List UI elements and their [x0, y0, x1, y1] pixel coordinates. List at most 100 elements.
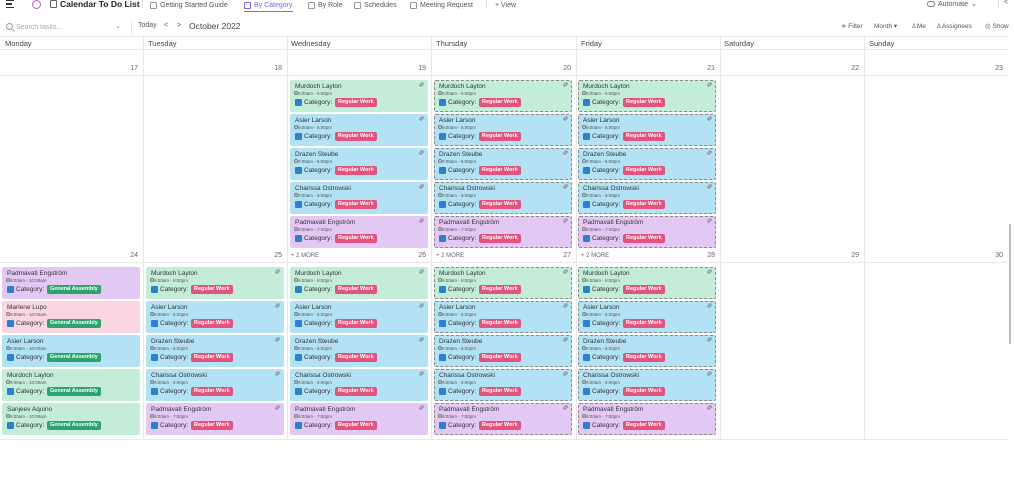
category-badge[interactable]: Regular Work — [479, 166, 521, 175]
event-card[interactable]: Charissa Ostrowski 9:00am - 5:00pm Categor… — [290, 182, 428, 214]
category-badge[interactable]: Regular Work — [335, 319, 377, 328]
category-badge[interactable]: Regular Work — [479, 421, 521, 430]
event-card[interactable]: Sanjeev Aquino 9:00am - 10:00am Category: G… — [2, 403, 140, 435]
category-badge[interactable]: Regular Work — [191, 285, 233, 294]
link-icon[interactable] — [274, 336, 281, 343]
event-card[interactable]: Drazen Steube 9:00am - 5:00pm Category: Reg… — [578, 148, 716, 180]
event-card[interactable]: Murdoch Layton 9:00am - 5:00pm Category: Re… — [578, 267, 716, 299]
tab-getting-started-guide[interactable]: Getting Started Guide — [150, 0, 228, 10]
category-badge[interactable]: Regular Work — [335, 353, 377, 362]
category-badge[interactable]: Regular Work — [191, 319, 233, 328]
show-button[interactable]: ◎ Show — [985, 23, 1009, 30]
space-icon[interactable] — [32, 0, 41, 9]
date-cell-number[interactable]: 24 — [130, 252, 138, 259]
event-card[interactable]: Asier Larson 9:00am - 5:00pm Category: Regu… — [290, 114, 428, 146]
event-card[interactable]: Padmavati Engström 9:00am - 7:00pm Categor… — [434, 216, 572, 248]
category-badge[interactable]: Regular Work — [623, 200, 665, 209]
list-title[interactable]: Calendar To Do List — [60, 0, 140, 9]
category-badge[interactable]: Regular Work — [191, 421, 233, 430]
event-card[interactable]: Drazen Steube 9:00am - 5:00pm Category: Reg… — [578, 335, 716, 367]
category-badge[interactable]: Regular Work — [479, 234, 521, 243]
link-icon[interactable] — [274, 302, 281, 309]
category-badge[interactable]: Regular Work — [623, 132, 665, 141]
assignees-button[interactable]: ♙Assignees — [936, 23, 972, 30]
link-icon[interactable] — [562, 149, 569, 156]
category-badge[interactable]: Regular Work — [479, 98, 521, 107]
date-cell-number[interactable]: 22 — [851, 65, 859, 72]
event-card[interactable]: Drazen Steube 9:00am - 5:00pm Category: Reg… — [290, 335, 428, 367]
event-card[interactable]: Padmavati Engström 9:00am - 7:00pm Categor… — [146, 403, 284, 435]
category-badge[interactable]: Regular Work — [335, 200, 377, 209]
date-cell-number[interactable]: 19 — [418, 65, 426, 72]
date-cell-number[interactable]: 28 — [707, 252, 715, 259]
tab-by-role[interactable]: By Role — [308, 0, 343, 10]
link-icon[interactable] — [274, 404, 281, 411]
category-badge[interactable]: Regular Work — [335, 285, 377, 294]
event-card[interactable]: Murdoch Layton 9:00am - 5:00pm Category: Re… — [434, 80, 572, 112]
category-badge[interactable]: Regular Work — [335, 132, 377, 141]
event-card[interactable]: Charissa Ostrowski 9:00am - 5:00pm Categor… — [434, 369, 572, 401]
category-badge[interactable]: Regular Work — [335, 234, 377, 243]
event-card[interactable]: Padmavati Engström 9:00am - 7:00pm Categor… — [578, 216, 716, 248]
event-card[interactable]: Charissa Ostrowski 9:00am - 5:00pm Categor… — [434, 182, 572, 214]
category-badge[interactable]: Regular Work — [623, 285, 665, 294]
filter-button[interactable]: ≑ Filter — [841, 23, 863, 30]
event-card[interactable]: Padmavati Engström 9:00am - 7:00pm Categor… — [290, 216, 428, 248]
date-cell-number[interactable]: 18 — [274, 65, 282, 72]
add-view-button[interactable]: + View — [495, 1, 517, 9]
event-card[interactable]: Asier Larson 9:00am - 10:00am Category: Gen… — [2, 335, 140, 367]
more-events-link[interactable]: + 2 MORE — [291, 253, 320, 259]
view-mode-dropdown[interactable]: Month ▾ — [874, 23, 898, 30]
category-badge[interactable]: Regular Work — [335, 387, 377, 396]
event-card[interactable]: Drazen Steube 9:00am - 5:00pm Category: Reg… — [290, 148, 428, 180]
category-badge[interactable]: Regular Work — [335, 98, 377, 107]
event-card[interactable]: Drazen Steube 9:00am - 5:00pm Category: Reg… — [146, 335, 284, 367]
link-icon[interactable] — [562, 183, 569, 190]
event-card[interactable]: Padmavati Engström 9:00am - 7:00pm Categor… — [578, 403, 716, 435]
link-icon[interactable] — [418, 115, 425, 122]
link-icon[interactable] — [418, 404, 425, 411]
link-icon[interactable] — [562, 115, 569, 122]
automate-button[interactable]: Automate ⌄ — [927, 0, 977, 9]
event-card[interactable]: Asier Larson 9:00am - 5:00pm Category: Regu… — [290, 301, 428, 333]
category-badge[interactable]: Regular Work — [623, 319, 665, 328]
next-month-button[interactable]: > — [177, 22, 182, 29]
event-card[interactable]: Charissa Ostrowski 9:00am - 5:00pm Categor… — [578, 369, 716, 401]
link-icon[interactable] — [706, 115, 713, 122]
link-icon[interactable] — [706, 81, 713, 88]
link-icon[interactable] — [562, 81, 569, 88]
link-icon[interactable] — [274, 268, 281, 275]
category-badge[interactable]: Regular Work — [479, 285, 521, 294]
category-badge[interactable]: General Assembly — [47, 319, 101, 328]
search-input[interactable] — [16, 22, 116, 32]
date-cell-number[interactable]: 26 — [418, 252, 426, 259]
link-icon[interactable] — [562, 302, 569, 309]
link-icon[interactable] — [418, 268, 425, 275]
event-card[interactable]: Asier Larson 9:00am - 5:00pm Category: Regu… — [434, 114, 572, 146]
event-card[interactable]: Charissa Ostrowski 9:00am - 5:00pm Categor… — [146, 369, 284, 401]
date-cell-number[interactable]: 30 — [995, 252, 1003, 259]
link-icon[interactable] — [418, 217, 425, 224]
link-icon[interactable] — [562, 336, 569, 343]
event-card[interactable]: Drazen Steube 9:00am - 5:00pm Category: Reg… — [434, 148, 572, 180]
me-filter-button[interactable]: ♙Me — [911, 23, 926, 30]
category-badge[interactable]: General Assembly — [47, 285, 101, 294]
link-icon[interactable] — [418, 336, 425, 343]
date-cell-number[interactable]: 29 — [851, 252, 859, 259]
today-button[interactable]: Today — [138, 22, 157, 29]
link-icon[interactable] — [418, 81, 425, 88]
date-cell-number[interactable]: 25 — [274, 252, 282, 259]
category-badge[interactable]: Regular Work — [335, 166, 377, 175]
event-card[interactable]: Asier Larson 9:00am - 5:00pm Category: Regu… — [434, 301, 572, 333]
event-card[interactable]: Padmavati Engström 9:00am - 7:00pm Categor… — [290, 403, 428, 435]
date-cell-number[interactable]: 20 — [563, 65, 571, 72]
category-badge[interactable]: Regular Work — [191, 387, 233, 396]
event-card[interactable]: Padmavati Engström 9:00am - 7:00pm Categor… — [434, 403, 572, 435]
event-card[interactable]: Asier Larson 9:00am - 5:00pm Category: Regu… — [578, 301, 716, 333]
link-icon[interactable] — [418, 183, 425, 190]
event-card[interactable]: Murdoch Layton 9:00am - 5:00pm Category: Re… — [290, 267, 428, 299]
link-icon[interactable] — [706, 404, 713, 411]
event-card[interactable]: Asier Larson 9:00am - 5:00pm Category: Regu… — [146, 301, 284, 333]
category-badge[interactable]: Regular Work — [623, 98, 665, 107]
link-icon[interactable] — [418, 370, 425, 377]
